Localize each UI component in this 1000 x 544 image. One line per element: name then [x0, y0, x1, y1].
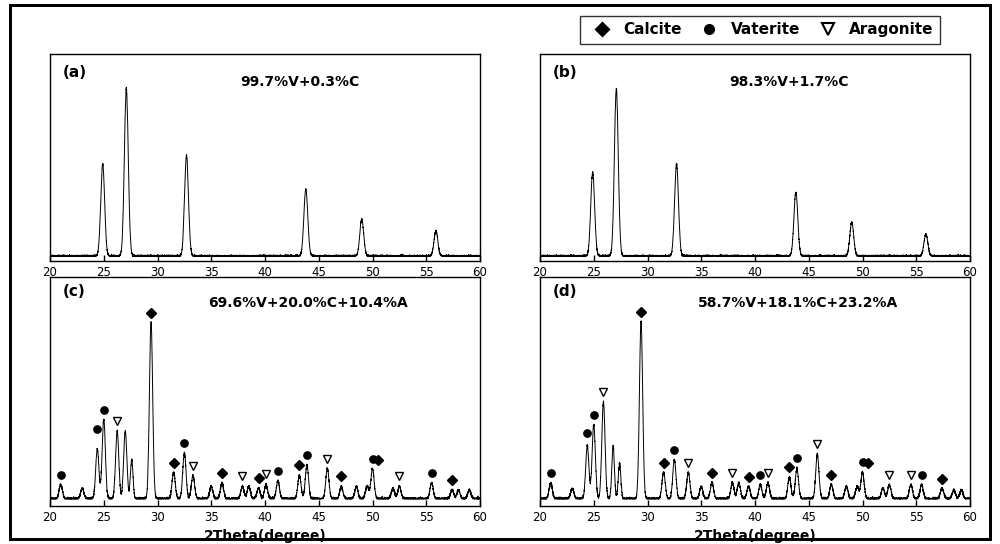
Text: (c): (c)	[63, 285, 86, 299]
Text: 99.7%V+0.3%C: 99.7%V+0.3%C	[240, 75, 359, 89]
Text: (a): (a)	[63, 65, 87, 80]
Text: 58.7%V+18.1%C+23.2%A: 58.7%V+18.1%C+23.2%A	[698, 296, 898, 310]
Text: (b): (b)	[553, 65, 578, 80]
X-axis label: 2Theta(degree): 2Theta(degree)	[694, 529, 816, 543]
Text: (d): (d)	[553, 285, 577, 299]
X-axis label: 2Theta(degree): 2Theta(degree)	[204, 529, 326, 543]
Text: 69.6%V+20.0%C+10.4%A: 69.6%V+20.0%C+10.4%A	[208, 296, 408, 310]
Legend: Calcite, Vaterite, Aragonite: Calcite, Vaterite, Aragonite	[580, 16, 940, 44]
Text: 98.3%V+1.7%C: 98.3%V+1.7%C	[730, 75, 849, 89]
